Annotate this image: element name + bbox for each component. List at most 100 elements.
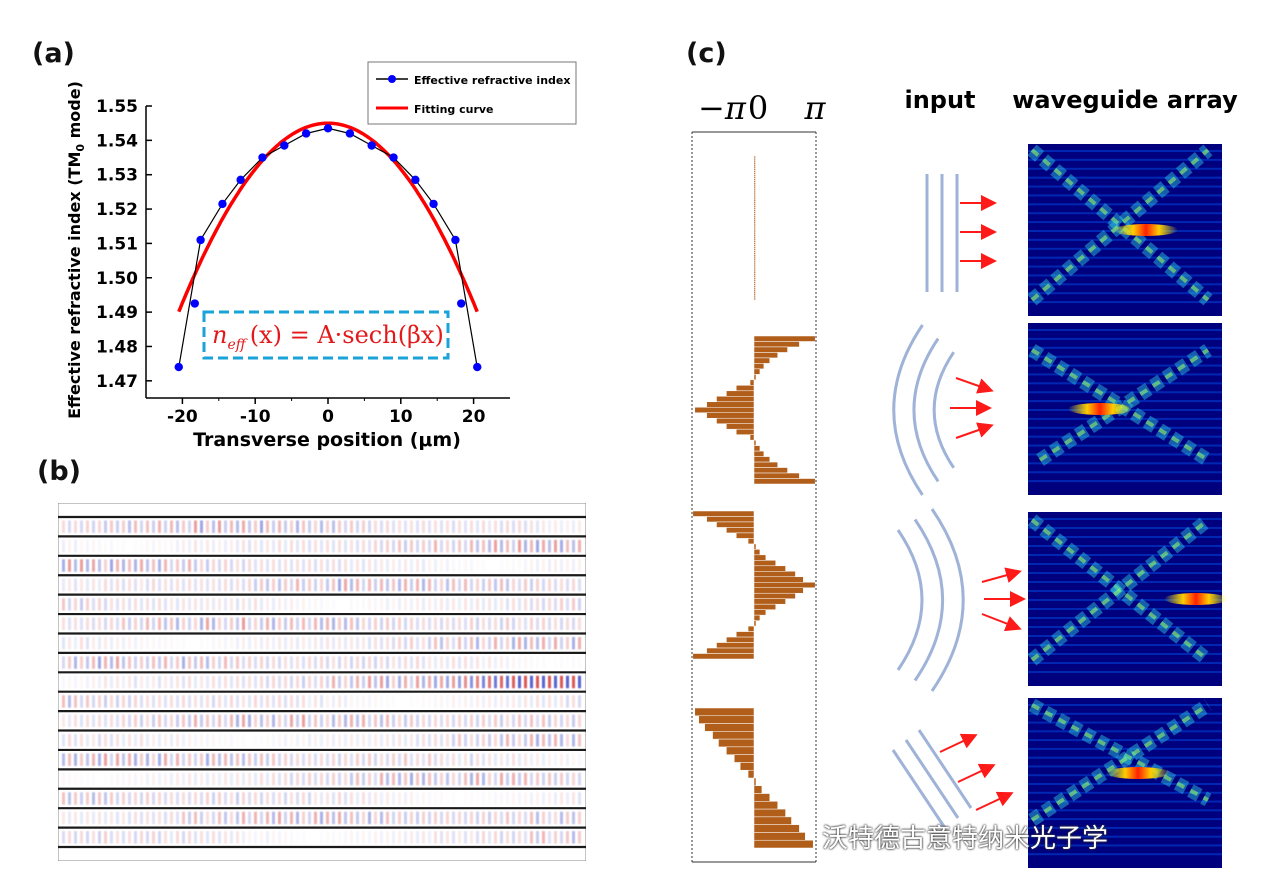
phase-bar [712, 731, 755, 740]
phase-bar [716, 417, 755, 424]
phase-bar [735, 631, 755, 638]
phase-bar [706, 412, 755, 419]
phase-bar [694, 407, 755, 413]
index-data-point [258, 153, 267, 162]
legend-marker-index [388, 75, 396, 83]
phase-bar [753, 598, 786, 605]
phase-bar [753, 549, 761, 556]
index-data-point [218, 199, 227, 209]
phase-bar [753, 186, 756, 190]
phase-bar [734, 754, 755, 763]
index-data-point [190, 299, 199, 308]
phase-bar [753, 168, 756, 171]
y-tick-label: 1.48 [96, 337, 138, 357]
phase-bar [753, 201, 756, 204]
phase-bar [753, 163, 756, 167]
phase-bar [753, 188, 756, 192]
diverging-wavefront [932, 351, 955, 469]
phase-label-zero: 0 [748, 89, 768, 127]
y-tick-label: 1.49 [96, 303, 138, 323]
phase-bar [704, 723, 755, 732]
phase-bar [753, 785, 763, 794]
phase-bar [753, 170, 756, 173]
phase-bar [753, 368, 761, 375]
phase-bar [753, 456, 771, 463]
phase-bar [753, 335, 816, 342]
index-data-point [457, 299, 466, 308]
phase-bar [753, 268, 756, 272]
phase-bar [753, 203, 756, 206]
phase-bar [753, 587, 804, 594]
x-tick-label: 0 [322, 407, 334, 427]
x-tick-label: -10 [240, 407, 271, 427]
focus-spot [1068, 403, 1132, 415]
phase-bar [753, 832, 806, 841]
phase-bar [753, 357, 771, 364]
phase-bar [716, 396, 755, 403]
phase-bar [753, 250, 756, 253]
phase-bar [753, 223, 756, 227]
phase-bar [753, 215, 756, 218]
phase-bar [753, 565, 786, 572]
phase-bar [753, 205, 756, 208]
phase-bar [753, 560, 776, 567]
phase-label-minus-pi: −π [698, 89, 747, 127]
phase-bar [753, 256, 756, 260]
phase-bar [753, 166, 756, 169]
phase-bar [753, 777, 757, 787]
index-data-point [280, 141, 289, 150]
legend-label-fit: Fitting curve [414, 103, 494, 116]
phase-bar [753, 576, 804, 583]
fitting-curve [177, 121, 479, 313]
phase-bar [726, 527, 755, 534]
y-tick-label: 1.55 [96, 97, 138, 117]
phase-bar [753, 287, 756, 290]
intensity-map [1027, 512, 1228, 686]
phase-label-pi: π [803, 89, 826, 127]
focus-spot [1106, 767, 1170, 779]
phase-bar [735, 532, 755, 539]
phase-bar [749, 379, 755, 386]
input-heading: input [904, 86, 975, 114]
y-axis-title: Effective refractive index (TM0 mode) [65, 81, 87, 419]
phase-bar [753, 246, 756, 249]
phase-bar [753, 279, 756, 282]
index-data-point [301, 129, 311, 138]
y-tick-label: 1.53 [96, 166, 138, 186]
focus-spot [1114, 224, 1178, 236]
phase-bar [753, 352, 778, 359]
tilted-wavefront [904, 739, 960, 819]
phase-bar [753, 801, 778, 810]
phase-bar [753, 472, 800, 479]
index-data-point [389, 153, 398, 162]
phase-bar [753, 816, 792, 825]
phase-bar [706, 401, 755, 408]
phase-bar [726, 746, 755, 755]
index-data-point [345, 129, 355, 138]
phase-bar [753, 211, 756, 214]
phase-bar [694, 707, 755, 717]
phase-bar [692, 653, 755, 660]
intensity-map [1028, 323, 1222, 495]
phase-bar [753, 238, 756, 241]
phase-bar [753, 198, 756, 202]
phase-bar [753, 270, 756, 274]
index-data-point [451, 235, 460, 245]
x-tick-label: -20 [167, 407, 198, 427]
phase-bar [753, 172, 756, 175]
y-tick-label: 1.51 [96, 234, 138, 254]
phase-bar [753, 240, 756, 243]
phase-bar [735, 385, 755, 392]
phase-bar [753, 609, 767, 616]
phase-bar [753, 209, 756, 212]
phase-bar [753, 824, 800, 833]
phase-bar [753, 295, 756, 299]
phase-bar [753, 266, 756, 270]
phase-bar [753, 180, 756, 183]
input-arrow [955, 422, 994, 439]
index-data-point [174, 362, 183, 372]
phase-bar [753, 341, 800, 348]
converging-wavefront [930, 508, 965, 692]
phase-bar [747, 625, 755, 632]
converging-wavefront [913, 518, 945, 682]
